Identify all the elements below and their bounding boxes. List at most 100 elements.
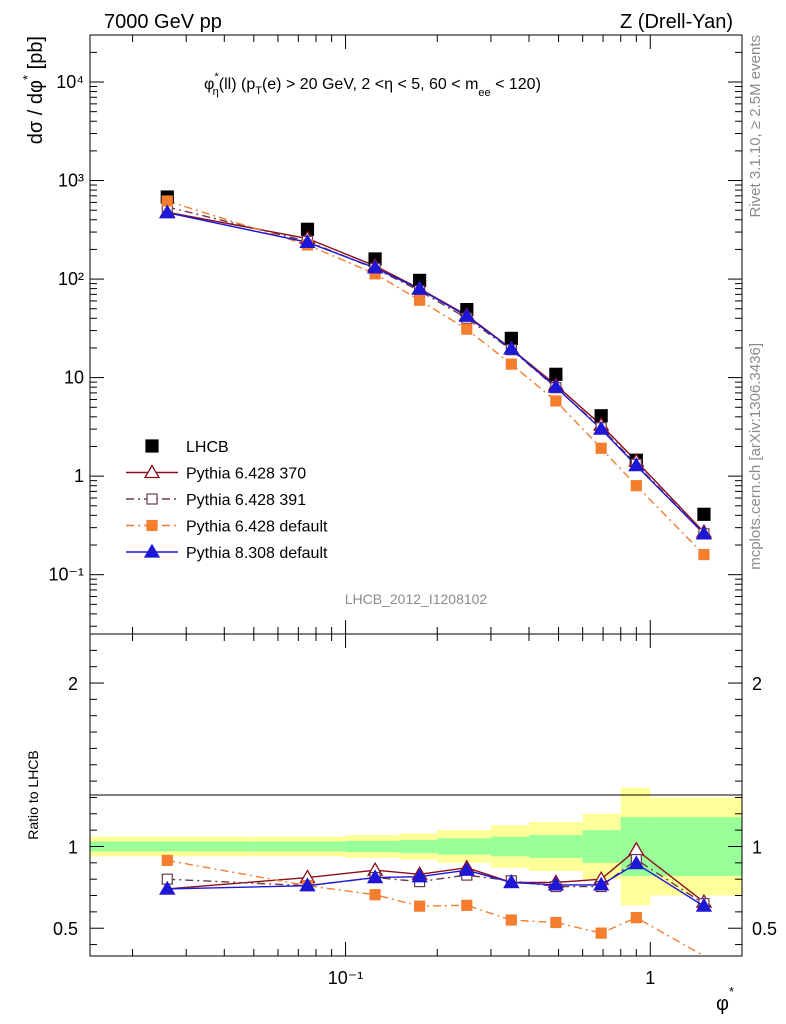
ratio-data-point xyxy=(628,855,645,870)
legend-entry: Pythia 6.428 default xyxy=(126,519,328,536)
title-part-3: (e) > 20 GeV, 2 <η < 5, 60 < m xyxy=(262,76,478,93)
ratio-data-point xyxy=(458,861,475,876)
data-point xyxy=(628,457,645,472)
legend-entry: Pythia 8.308 default xyxy=(126,543,328,562)
analysis-watermark: LHCB_2012_I1208102 xyxy=(345,591,488,607)
title-sub-2: T xyxy=(255,85,262,97)
rivet-label: Rivet 3.1.10, ≥ 2.5M events xyxy=(747,35,764,218)
legend-entry: Pythia 6.428 391 xyxy=(126,492,306,509)
title-part-4: < 120) xyxy=(491,76,541,93)
band-inner-segment xyxy=(529,835,583,858)
ratio-data-point xyxy=(411,868,428,883)
series-pythia-8-308-default xyxy=(167,211,705,535)
data-point xyxy=(547,378,564,393)
ratio-data-point xyxy=(630,911,642,924)
data-point xyxy=(593,420,610,435)
data-point xyxy=(630,480,642,492)
data-point xyxy=(697,507,711,521)
y-tick-label: 1 xyxy=(74,466,84,486)
series-line xyxy=(167,211,705,535)
ratio-data-point xyxy=(595,927,607,939)
legend-marker xyxy=(143,464,161,479)
legend-label: Pythia 6.428 391 xyxy=(186,492,306,509)
title-sub-1: η xyxy=(213,86,219,98)
data-point xyxy=(414,294,426,306)
ratio-data-point xyxy=(159,880,176,895)
data-point xyxy=(698,548,710,561)
data-point xyxy=(595,442,607,454)
band-inner-segment xyxy=(437,838,491,855)
x-axis-label: φ* xyxy=(716,984,734,1015)
legend-label: Pythia 6.428 370 xyxy=(186,466,306,483)
ratio-data-point xyxy=(461,899,473,911)
ratio-panel: 10⁻¹ 1 0.5 0.5 1 1 2 2 Ratio to LHCB φ* xyxy=(25,633,777,1015)
plot-title: φ* η(ll) (pT(e) > 20 GeV, 2 <η < 5, 60 < … xyxy=(204,71,541,99)
markers-lhcb xyxy=(160,190,711,521)
ratio-y-tick-label: 0.5 xyxy=(53,919,78,939)
ratio-data-point xyxy=(695,897,713,912)
energy-label: 7000 GeV pp xyxy=(104,11,222,33)
x-axis-label-main: φ xyxy=(716,993,729,1015)
data-point xyxy=(159,204,176,219)
x-axis-label-sup: * xyxy=(729,984,734,999)
ratio-y-tick-label: 2 xyxy=(68,674,78,694)
ratio-data-point xyxy=(366,869,384,884)
markers-pythia-6-428-391 xyxy=(161,201,710,540)
markers-pythia-8-308-default xyxy=(159,204,713,540)
data-point xyxy=(550,395,562,407)
ratio-data-point xyxy=(505,914,517,926)
legend-marker xyxy=(143,543,161,558)
band-inner-segment xyxy=(399,839,438,854)
data-point xyxy=(505,358,517,370)
y-tick-label: 10 xyxy=(64,368,84,388)
data-point xyxy=(458,307,475,322)
ratio-y-axis-label: Ratio to LHCB xyxy=(25,750,41,839)
legend-label: Pythia 6.428 default xyxy=(186,519,328,536)
data-point xyxy=(503,340,520,355)
title-sub-3: ee xyxy=(478,87,490,99)
y-axis-label-sup: * xyxy=(20,75,35,80)
main-series xyxy=(159,190,713,561)
ratio-line xyxy=(167,848,705,903)
band-inner-segment xyxy=(253,841,346,852)
series-line xyxy=(167,200,705,556)
title-sup-1: * xyxy=(214,71,219,83)
ratio-data-point xyxy=(299,877,316,892)
series-pythia-6-428-370 xyxy=(167,211,705,533)
y-tick-label: 10⁻¹ xyxy=(48,565,84,585)
ratio-frame xyxy=(89,633,743,957)
y-axis-label: dσ / dφ* [pb] xyxy=(20,36,47,144)
band-inner-segment xyxy=(90,841,254,852)
ratio-y-tick-label-right: 1 xyxy=(752,837,762,857)
ratio-data-point xyxy=(550,916,562,929)
ratio-data-point xyxy=(547,876,564,891)
ratio-series-pythia-8-308-default xyxy=(159,855,713,912)
y-tick-label: 10³ xyxy=(58,171,84,191)
ratio-series xyxy=(159,841,713,957)
ratio-line xyxy=(167,862,705,907)
x-tick-label: 1 xyxy=(645,968,655,988)
title-part-2: (ll) (p xyxy=(219,76,256,93)
legend-marker xyxy=(145,439,159,453)
data-point xyxy=(461,323,473,335)
data-point xyxy=(695,525,713,540)
legend-label: Pythia 8.308 default xyxy=(186,545,328,562)
data-point xyxy=(299,234,316,248)
series-line xyxy=(167,206,705,535)
mcplots-label: mcplots.cern.ch [arXiv:1306.3436] xyxy=(747,343,764,570)
ratio-data-point xyxy=(161,854,173,866)
series-line xyxy=(167,211,705,533)
series-pythia-6-428-391 xyxy=(167,206,705,535)
process-label: Z (Drell-Yan) xyxy=(620,11,733,33)
band-inner-segment xyxy=(582,830,621,863)
y-axis-label-main: dσ / dφ xyxy=(25,80,47,144)
data-point xyxy=(411,280,428,295)
y-tick-label: 10² xyxy=(58,269,84,289)
y-axis-label-unit: [pb] xyxy=(25,36,47,75)
ratio-line xyxy=(167,859,705,957)
ratio-y-tick-label-right: 2 xyxy=(752,674,762,694)
band-inner-segment xyxy=(345,840,400,853)
ratio-data-point xyxy=(369,889,381,901)
